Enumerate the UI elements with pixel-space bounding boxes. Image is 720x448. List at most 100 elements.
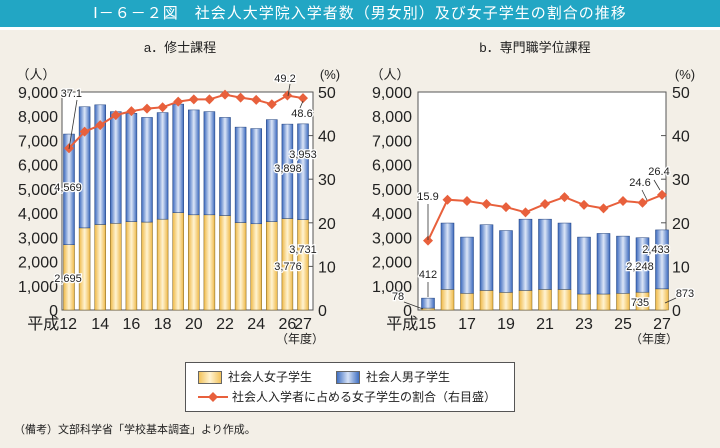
- bar-male: [94, 104, 106, 225]
- ratio-point: [157, 102, 168, 113]
- male-swatch: [336, 370, 361, 384]
- x-tick-label: 22: [216, 316, 234, 333]
- y-tick-label: 4,000: [18, 206, 58, 223]
- label-leader: [653, 179, 661, 191]
- ratio-point: [501, 202, 511, 213]
- y-tick-label: 7,000: [18, 133, 58, 150]
- y2-axis-unit: (%): [320, 67, 340, 82]
- bar-female: [219, 215, 231, 311]
- bar-male: [577, 236, 591, 295]
- bar-female: [538, 289, 552, 311]
- data-label: 873: [676, 288, 694, 300]
- label-leader: [641, 189, 648, 201]
- bar-male: [141, 117, 153, 223]
- bar-female: [596, 293, 611, 311]
- y-tick-label: 5,000: [372, 182, 412, 199]
- y-tick-label: 9,000: [372, 85, 412, 102]
- bar-male: [156, 112, 169, 220]
- data-label: 2,433: [642, 244, 670, 256]
- ratio-point: [173, 96, 184, 107]
- x-tick-label: 18: [154, 316, 172, 333]
- x-axis-label: （年度）: [276, 331, 324, 346]
- ratio-point: [110, 110, 121, 121]
- ratio-point: [251, 94, 262, 105]
- data-label: 49.2: [274, 73, 295, 85]
- bar-female: [172, 212, 184, 311]
- bar-male: [203, 111, 216, 216]
- chart-title: a．修士課程: [144, 40, 216, 55]
- bar-male: [125, 113, 138, 222]
- bar-female: [499, 292, 513, 311]
- ratio-point: [579, 199, 589, 210]
- bar-female: [156, 218, 169, 311]
- bar-male: [538, 218, 552, 290]
- bar-male: [440, 222, 455, 290]
- figure-title: Ⅰ－６－２図 社会人大学院入学者数（男女別）及び女子学生の割合の推移: [0, 0, 720, 30]
- bar-female: [557, 289, 572, 311]
- ratio-point: [559, 192, 570, 203]
- label-leader: [299, 100, 304, 109]
- x-tick-label: 16: [123, 316, 141, 333]
- ratio-point: [266, 99, 277, 110]
- y-tick-label: 6,000: [372, 158, 412, 175]
- ratio-point: [204, 94, 215, 105]
- x-tick-label: 23: [575, 316, 593, 333]
- legend-item-ratio: 社会人入学者に占める女子学生の割合（右目盛）: [198, 389, 496, 405]
- bar-female: [110, 223, 122, 311]
- label-leader: [664, 297, 677, 304]
- y-tick-label: 2,000: [18, 255, 58, 272]
- bar-female: [460, 293, 474, 311]
- bar-male: [63, 133, 75, 245]
- bar-male: [110, 111, 122, 224]
- y2-axis-unit: (%): [675, 67, 695, 82]
- bar-male: [518, 218, 533, 291]
- bar-female: [188, 214, 200, 311]
- x-tick-label: 19: [497, 316, 515, 333]
- x-tick-label: 平成15: [386, 315, 436, 333]
- ratio-point: [442, 194, 453, 205]
- legend-male-label: 社会人男子学生: [366, 370, 451, 384]
- bar-male: [297, 123, 309, 220]
- bar-female: [655, 288, 669, 311]
- bar-male: [596, 233, 611, 295]
- y2-tick-label: 30: [672, 172, 690, 189]
- source-note: （備考）文部科学省「学校基本調査」より作成。: [14, 423, 256, 436]
- data-label: 78: [392, 291, 404, 303]
- y2-tick-label: 0: [672, 303, 681, 320]
- ratio-point: [126, 106, 137, 117]
- y-tick-label: 3,000: [18, 230, 58, 247]
- data-label: 15.9: [417, 191, 438, 203]
- ratio-point: [637, 197, 648, 208]
- data-label: 412: [419, 269, 437, 281]
- bar-female: [203, 214, 216, 311]
- y2-tick-label: 40: [672, 129, 690, 146]
- bar-female: [479, 290, 494, 311]
- y2-tick-label: 10: [672, 259, 690, 276]
- bar-female: [234, 222, 247, 311]
- y-tick-label: 1,000: [18, 279, 58, 296]
- label-leader: [68, 99, 78, 150]
- ratio-point: [540, 199, 550, 210]
- y-tick-label: 9,000: [18, 85, 58, 102]
- y-axis-unit: （人）: [16, 67, 55, 82]
- y2-tick-label: 20: [672, 216, 690, 233]
- bar-male: [479, 224, 494, 291]
- bar-female: [125, 221, 138, 311]
- x-tick-label: 27: [653, 316, 671, 333]
- bar-female: [421, 307, 435, 311]
- bar-male: [172, 103, 184, 213]
- data-label: 48.6: [291, 108, 312, 120]
- data-label: 26.4: [648, 166, 669, 178]
- y2-tick-label: 0: [318, 303, 327, 320]
- ratio-point: [657, 189, 667, 200]
- data-label: 24.6: [629, 177, 650, 189]
- bar-male: [250, 128, 262, 225]
- legend-item-female: 社会人女子学生 社会人男子学生: [198, 369, 450, 385]
- y-tick-label: 8,000: [18, 109, 58, 126]
- y2-tick-label: 30: [318, 172, 336, 189]
- x-tick-label: 26: [279, 316, 297, 333]
- data-label: 3,953: [289, 149, 317, 161]
- data-label: 3,731: [289, 244, 317, 256]
- y2-tick-label: 20: [318, 216, 336, 233]
- y-tick-label: 5,000: [18, 182, 58, 199]
